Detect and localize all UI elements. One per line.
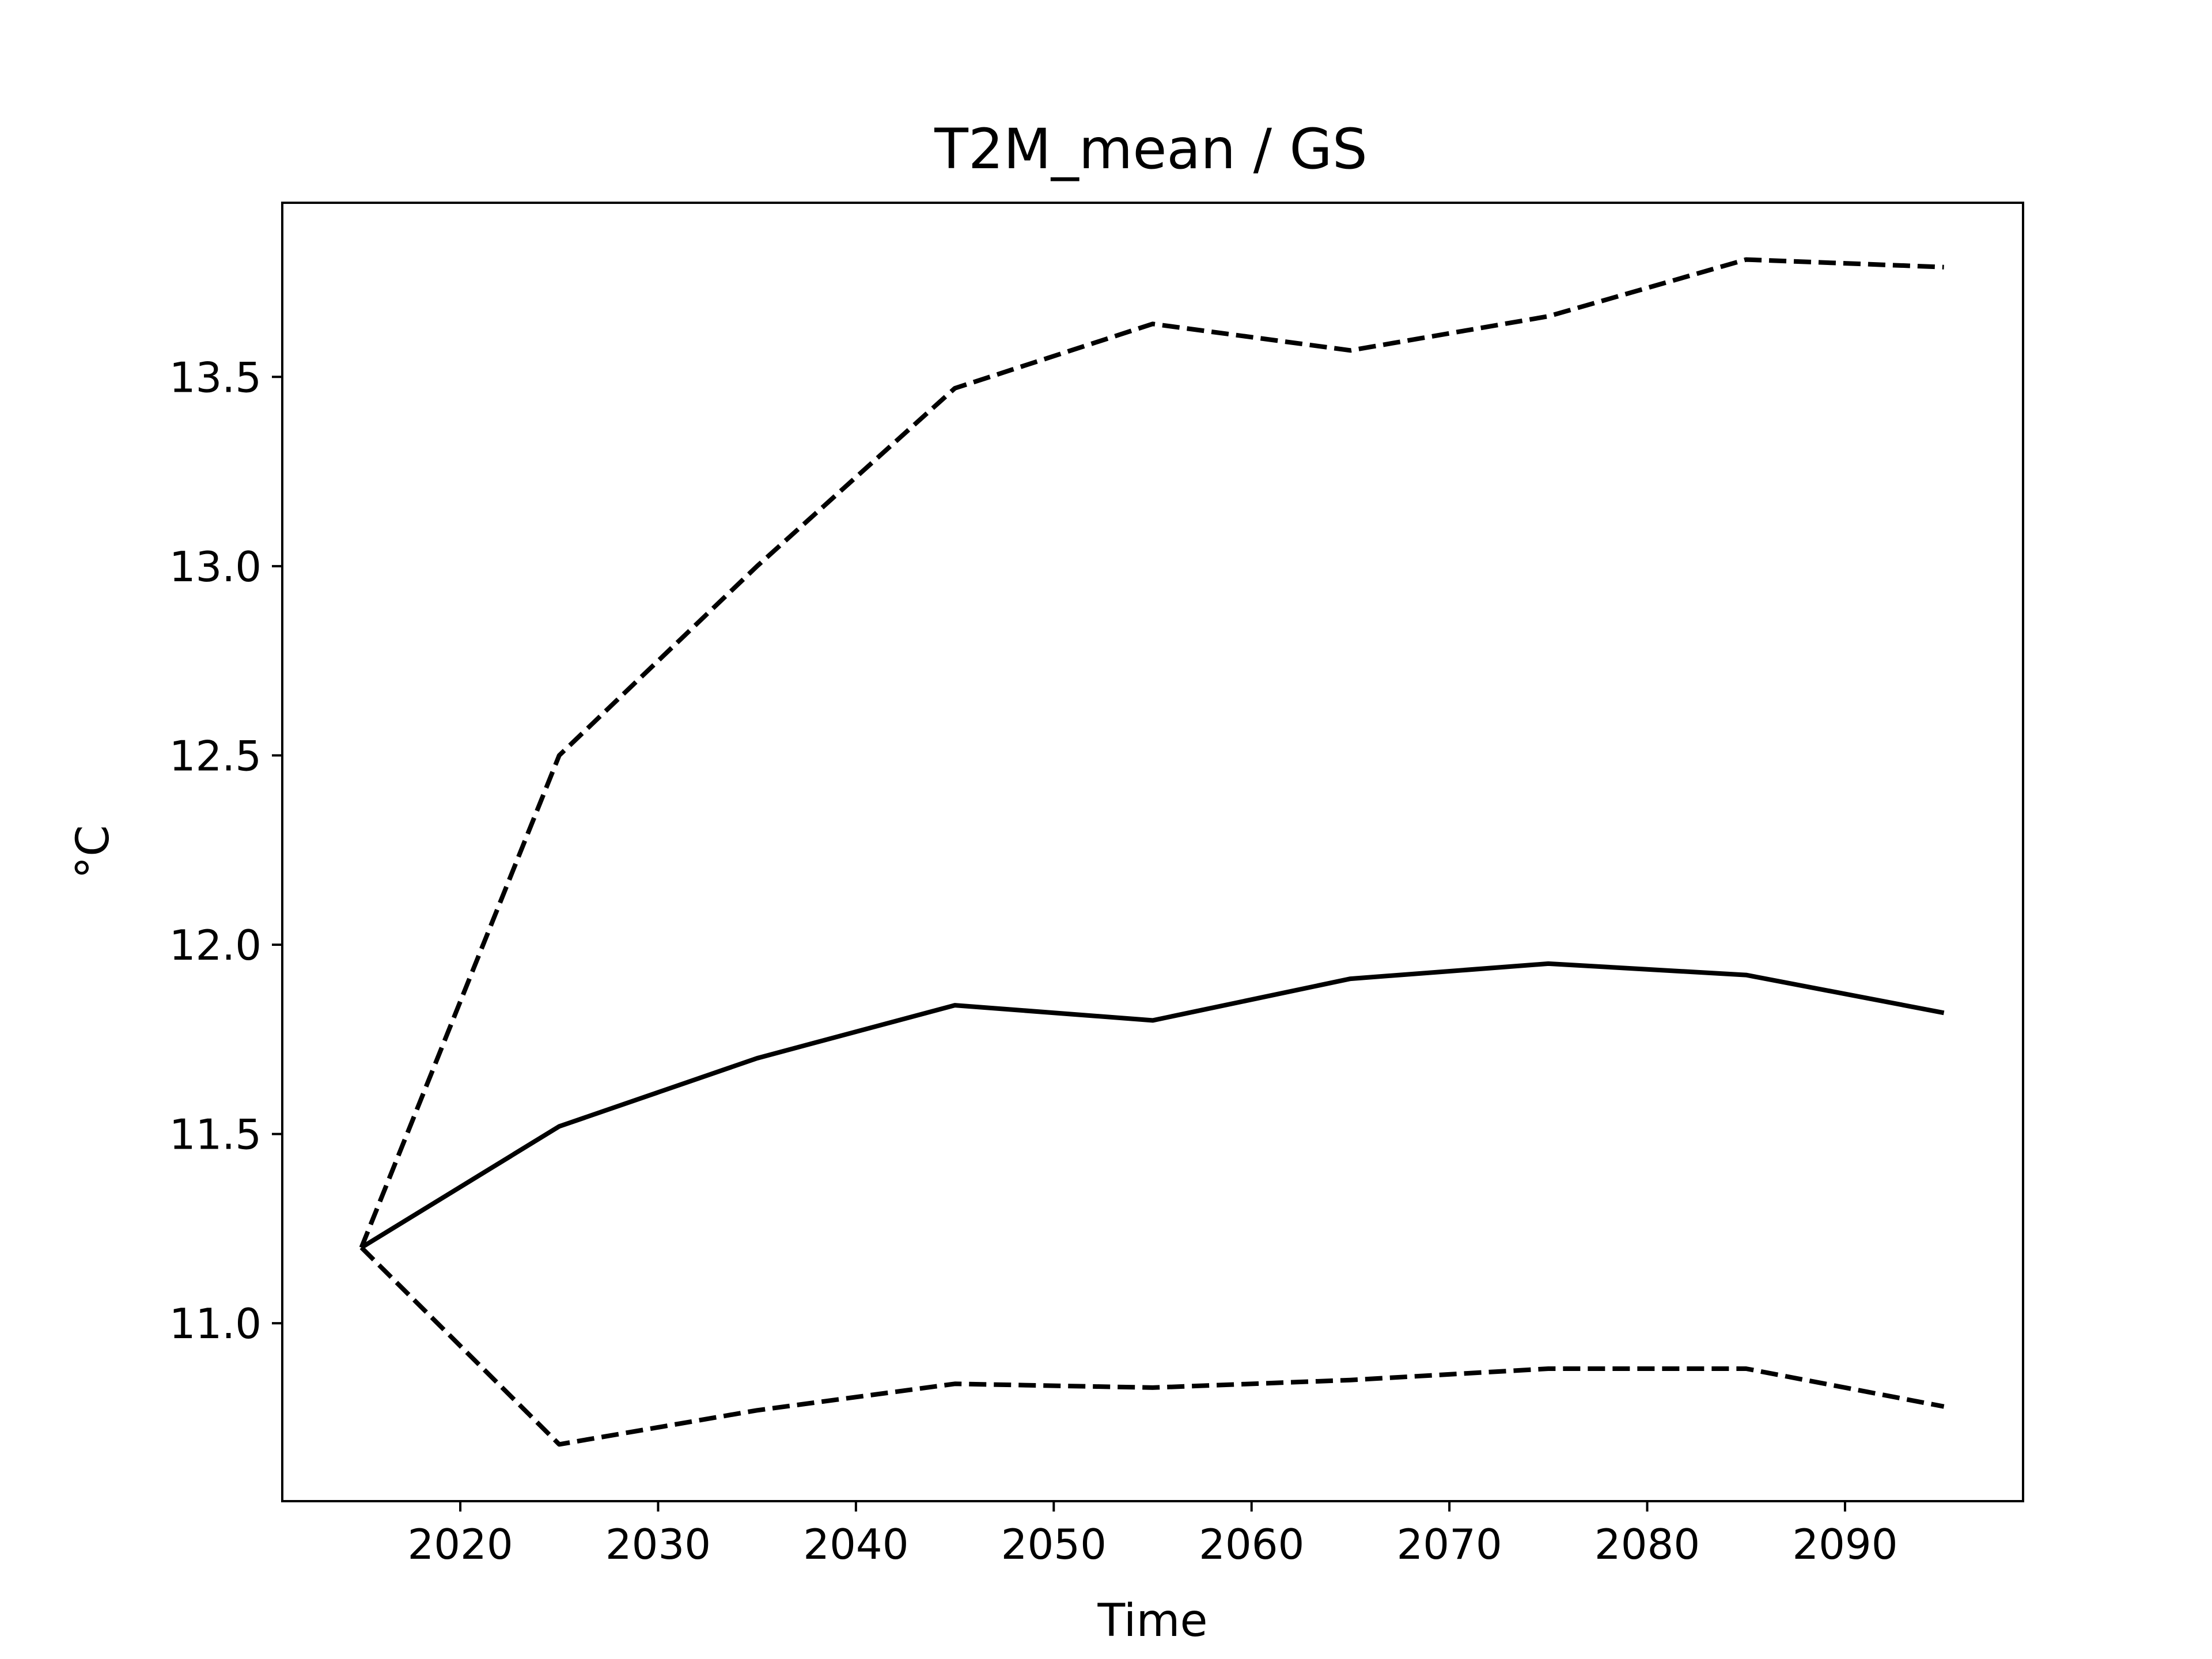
series-line-2 [360,961,1945,1250]
x-tick-label: 2020 [407,1520,513,1569]
y-tick-label: 11.5 [169,1111,262,1159]
chart-title: T2M_mean / GS [934,117,1368,181]
series-layer [359,257,1945,1447]
y-tick-label: 11.0 [169,1300,262,1348]
x-tick-label: 2080 [1594,1520,1700,1569]
x-tick-label: 2030 [605,1520,711,1569]
x-tick-label: 2070 [1396,1520,1502,1569]
series-line-3 [359,1245,1945,1447]
y-tick-label: 12.5 [169,732,262,780]
x-axis-ticks: 2020 2030 2040 2050 2060 2070 2080 2090 [407,1501,1898,1569]
x-tick-label: 2040 [803,1520,908,1569]
y-tick-label: 13.0 [169,543,262,591]
y-tick-label: 12.0 [169,921,262,969]
x-axis-label: Time [1097,1595,1208,1647]
y-axis-label: °C [67,825,119,878]
plot-frame [281,202,2024,1502]
y-tick-label: 13.5 [169,353,262,402]
series-line-1 [359,257,1944,1249]
y-axis-ticks: 11.0 11.5 12.0 12.5 13.0 13.5 [169,353,282,1348]
x-tick-label: 2090 [1792,1520,1897,1569]
x-tick-label: 2050 [1001,1520,1107,1569]
x-tick-label: 2060 [1199,1520,1304,1569]
